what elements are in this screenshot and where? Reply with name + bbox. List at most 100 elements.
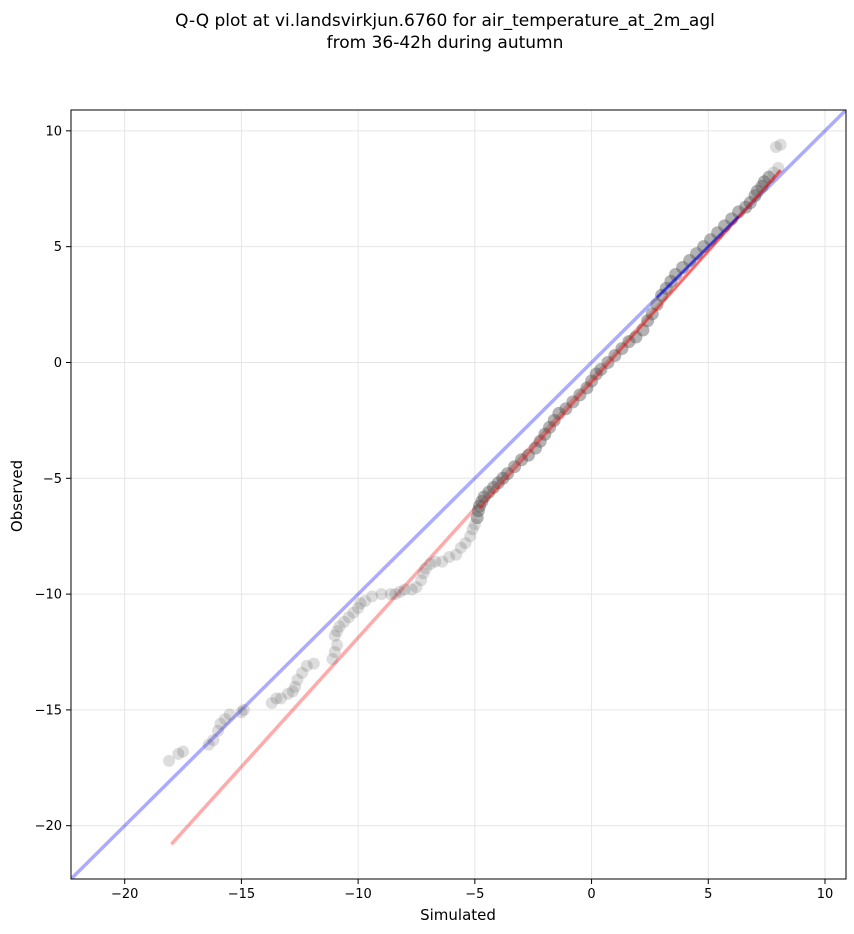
data-points	[163, 138, 787, 767]
y-tick-label: 5	[54, 240, 62, 255]
data-point	[508, 460, 522, 474]
data-point	[615, 342, 629, 356]
data-point	[732, 205, 746, 219]
data-point	[419, 562, 432, 575]
data-point	[223, 708, 236, 721]
y-tick-label: −20	[35, 819, 62, 834]
data-point	[415, 574, 428, 587]
y-tick-label: −10	[35, 588, 62, 603]
data-point	[515, 453, 529, 467]
data-point	[487, 481, 501, 495]
data-point	[454, 541, 467, 554]
data-point	[757, 175, 771, 189]
data-point	[755, 179, 769, 193]
data-point	[772, 161, 785, 174]
data-point	[354, 597, 367, 610]
data-point	[690, 247, 704, 261]
data-point	[522, 448, 536, 462]
data-point	[163, 754, 176, 767]
data-point	[664, 274, 678, 288]
data-point	[589, 367, 603, 381]
data-point	[538, 427, 552, 441]
chart-title: Q-Q plot at vi.landsvirkjun.6760 for air…	[175, 11, 715, 31]
data-point	[774, 138, 787, 151]
data-point	[443, 551, 456, 564]
data-point	[275, 692, 288, 705]
data-point	[347, 606, 360, 619]
data-point	[559, 402, 573, 416]
data-point	[333, 620, 346, 633]
data-point	[331, 625, 344, 638]
data-point	[477, 490, 491, 504]
data-point	[491, 476, 505, 490]
data-point	[482, 485, 496, 499]
data-point	[291, 673, 304, 686]
data-point	[207, 734, 220, 747]
data-point	[384, 588, 397, 601]
data-point	[650, 298, 664, 312]
data-point	[762, 170, 776, 184]
data-point	[300, 659, 313, 672]
data-point	[366, 590, 379, 603]
data-point	[580, 381, 594, 395]
x-axis-label: Simulated	[420, 906, 496, 924]
data-point	[683, 254, 697, 268]
data-point	[237, 703, 250, 716]
data-point	[629, 330, 643, 344]
y-tick-label: −15	[35, 703, 62, 718]
data-point	[326, 652, 339, 665]
data-point	[655, 288, 669, 302]
data-point	[601, 355, 615, 369]
data-point	[202, 738, 215, 751]
data-point	[496, 471, 510, 485]
data-point	[282, 687, 295, 700]
data-point	[375, 588, 388, 601]
y-axis-label: Observed	[8, 460, 26, 532]
x-tick-label: −15	[228, 887, 255, 902]
data-point	[608, 349, 622, 363]
data-point	[750, 184, 764, 198]
data-point	[622, 335, 636, 349]
data-point	[177, 745, 190, 758]
data-point	[566, 395, 580, 409]
data-point	[424, 557, 437, 570]
y-axis-ticks: −20 −15 −10 −5 0 5 10	[35, 124, 71, 834]
data-point	[769, 141, 782, 154]
data-point	[697, 240, 711, 254]
data-point	[405, 583, 418, 596]
data-point	[748, 189, 762, 203]
x-axis-ticks: −20 −15 −10 −5 0 5 10	[111, 879, 833, 902]
data-point	[501, 467, 515, 481]
data-point	[543, 420, 557, 434]
data-point	[473, 499, 487, 513]
identity-overlay-segment	[656, 215, 740, 299]
data-point	[296, 666, 309, 679]
data-point	[711, 226, 725, 240]
y-tick-label: 10	[45, 124, 62, 139]
line-overlays	[478, 169, 782, 510]
data-point	[743, 196, 757, 210]
data-point	[214, 717, 227, 730]
data-point	[265, 696, 278, 709]
data-point	[718, 219, 732, 233]
data-point	[471, 504, 485, 518]
data-point	[552, 406, 566, 420]
data-point	[547, 413, 561, 427]
data-point	[436, 555, 449, 568]
data-point	[212, 724, 225, 737]
x-tick-label: 10	[817, 887, 834, 902]
x-tick-label: −20	[111, 887, 138, 902]
data-point	[468, 518, 481, 531]
x-tick-label: 0	[587, 887, 595, 902]
chart-subtitle: from 36-42h during autumn	[327, 33, 564, 53]
data-point	[270, 692, 283, 705]
data-point	[533, 434, 547, 448]
data-point	[636, 323, 650, 337]
grid-lines	[71, 110, 846, 879]
data-point	[410, 581, 423, 594]
fit-line	[170, 169, 782, 846]
data-point	[417, 567, 430, 580]
data-point	[676, 261, 690, 275]
data-point	[219, 713, 232, 726]
data-point	[767, 166, 780, 179]
